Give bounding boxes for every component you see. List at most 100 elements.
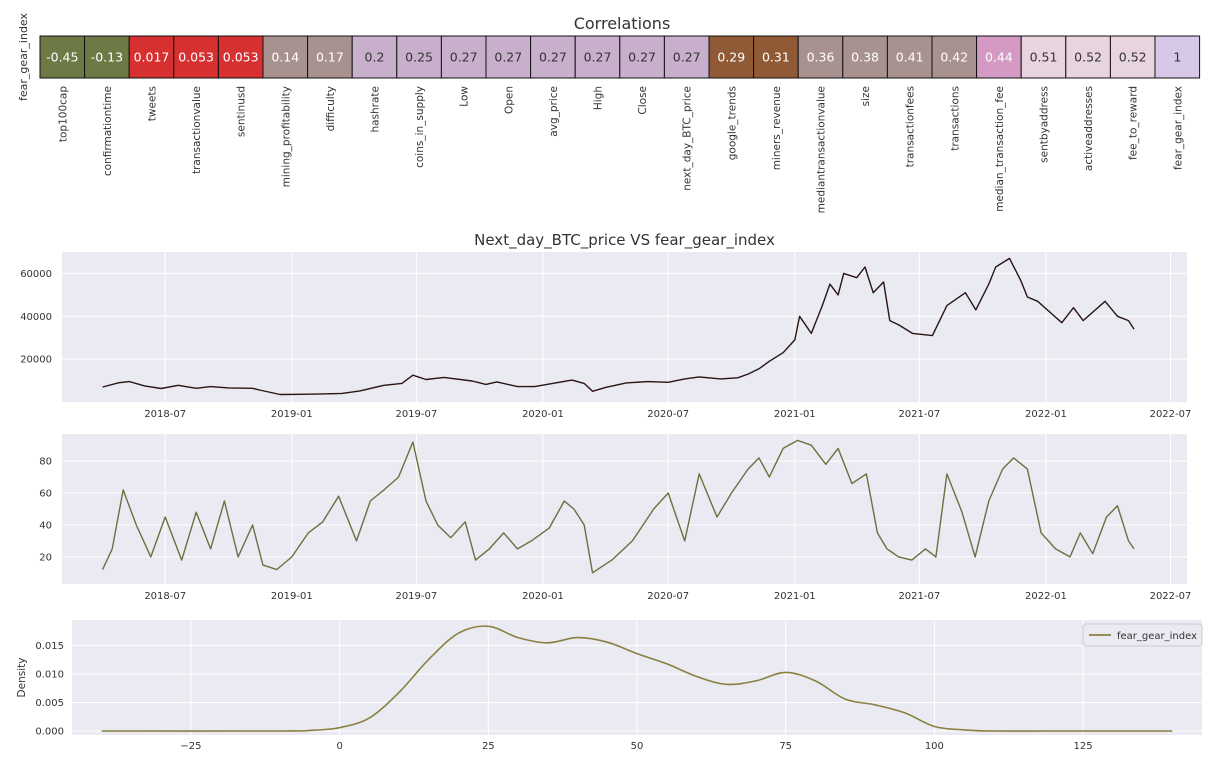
- heatmap-column-label: Close: [637, 86, 649, 115]
- x-tick-label: 50: [631, 741, 644, 752]
- x-tick-label: 2022-01: [1025, 409, 1067, 420]
- y-tick-label: 60000: [20, 269, 52, 280]
- legend-box: [1082, 623, 1203, 647]
- heatmap-cell-label: 0.25: [405, 50, 433, 65]
- heatmap-cell-label: -0.45: [46, 50, 78, 65]
- heatmap-column-label: difficulty: [325, 86, 337, 131]
- y-tick-label: 0.005: [35, 698, 64, 709]
- heatmap-cell: [753, 35, 799, 79]
- x-tick-label: 2022-07: [1150, 409, 1192, 420]
- heatmap-cell-label: 0.41: [896, 50, 924, 65]
- x-tick-label: 25: [482, 741, 495, 752]
- heatmap-column-label: transactionvalue: [191, 86, 203, 174]
- heatmap-cell: [530, 35, 576, 79]
- heatmap-column-label: median_transaction_fee: [994, 86, 1006, 212]
- heatmap-cell-label: 0.27: [539, 50, 567, 65]
- heatmap-cell: [39, 35, 86, 79]
- heatmap-cell-label: 0.51: [1030, 50, 1058, 65]
- heatmap-cell: [1020, 35, 1067, 79]
- heatmap-column-label: Open: [503, 86, 515, 114]
- density-line: [101, 625, 1173, 732]
- y-tick-label: 60: [39, 489, 52, 500]
- x-tick-label: 2018-07: [144, 591, 186, 602]
- heatmap-cell-label: 0.44: [985, 50, 1013, 65]
- heatmap-column-label: top100cap: [57, 86, 69, 142]
- heatmap-cell-label: 0.29: [717, 50, 745, 65]
- heatmap-cell-label: 0.36: [807, 50, 835, 65]
- x-tick-label: 2019-07: [395, 591, 437, 602]
- heatmap-column-label: coins_in_supply: [414, 86, 426, 168]
- heatmap-cell-label: 0.27: [673, 50, 701, 65]
- heatmap-cell: [931, 35, 978, 79]
- x-tick-label: 100: [925, 741, 944, 752]
- heatmap-cell-label: -0.13: [91, 50, 123, 65]
- heatmap-column-label: avg_price: [548, 86, 560, 137]
- heatmap-column-label: mining_profitability: [280, 86, 292, 187]
- heatmap-cell-label: 0.053: [178, 50, 214, 65]
- y-tick-label: 20000: [20, 355, 52, 366]
- x-tick-label: 2018-07: [144, 409, 186, 420]
- heatmap-cell: [262, 35, 309, 79]
- heatmap-column-label: activeaddresses: [1083, 86, 1095, 171]
- heatmap-title: Correlations: [574, 14, 671, 33]
- heatmap-cell-label: 0.38: [851, 50, 879, 65]
- heatmap-cell-label: 0.053: [223, 50, 259, 65]
- heatmap-column-label: sentinusd: [236, 86, 248, 137]
- x-tick-label: 2020-07: [647, 591, 689, 602]
- heatmap-cell-label: 1: [1173, 50, 1181, 65]
- x-tick-label: 2021-01: [774, 591, 816, 602]
- x-tick-label: 75: [779, 741, 792, 752]
- x-tick-label: 2021-07: [898, 409, 940, 420]
- heatmap-column-label: tweets: [147, 86, 159, 121]
- y-tick-label: 20: [39, 552, 52, 563]
- heatmap-cell: [1154, 35, 1201, 79]
- heatmap-cell-label: 0.2: [365, 50, 385, 65]
- x-tick-label: 2022-07: [1150, 591, 1192, 602]
- y-tick-label: 80: [39, 457, 52, 468]
- heatmap-column-label: Low: [459, 86, 471, 107]
- heatmap-cell-label: 0.14: [271, 50, 299, 65]
- heatmap-cell: [84, 35, 130, 79]
- chart-title: Next_day_BTC_price VS fear_gear_index: [474, 231, 775, 250]
- heatmap-cell-label: 0.42: [940, 50, 968, 65]
- heatmap-column-label: next_day_BTC_price: [682, 86, 694, 191]
- heatmap-cell: [708, 35, 755, 79]
- legend-label: fear_gear_index: [1117, 631, 1197, 642]
- x-tick-label: 2020-07: [647, 409, 689, 420]
- heatmap-cell: [351, 35, 398, 79]
- heatmap-row-label: fear_gear_index: [17, 13, 30, 102]
- heatmap-column-label: fee_to_reward: [1128, 86, 1140, 160]
- heatmap-column-label: transactions: [949, 86, 961, 151]
- heatmap-column-label: hashrate: [370, 86, 382, 133]
- heatmap-column-label: confirmationtime: [102, 86, 114, 176]
- x-tick-label: 2021-07: [898, 591, 940, 602]
- series-line: [101, 439, 1135, 574]
- y-tick-label: 0.010: [35, 670, 64, 681]
- heatmap-cell: [619, 35, 665, 79]
- x-tick-label: −25: [180, 741, 201, 752]
- heatmap-cell: [797, 35, 844, 79]
- heatmap-cell: [217, 35, 264, 79]
- heatmap-cell-label: 0.31: [762, 50, 790, 65]
- x-tick-label: 2019-01: [271, 409, 313, 420]
- heatmap-column-label: size: [860, 86, 872, 106]
- heatmap-cell: [842, 35, 888, 79]
- heatmap-column-label: miners_revenue: [771, 86, 783, 170]
- heatmap-cell-label: 0.17: [316, 50, 344, 65]
- heatmap-column-label: fear_gear_index: [1172, 86, 1184, 170]
- heatmap-cell: [128, 35, 175, 79]
- y-tick-label: 40: [39, 520, 52, 531]
- heatmap-cell: [396, 35, 442, 79]
- heatmap-cell: [574, 35, 621, 79]
- series-line: [102, 257, 1135, 396]
- heatmap-cell-label: 0.27: [494, 50, 522, 65]
- heatmap-cell-label: 0.27: [450, 50, 478, 65]
- y-tick-label: 0.015: [35, 641, 64, 652]
- heatmap-cell: [976, 35, 1022, 79]
- heatmap-column-label: sentbyaddress: [1039, 86, 1051, 163]
- x-tick-label: 2019-01: [271, 591, 313, 602]
- heatmap-cell-label: 0.27: [628, 50, 656, 65]
- x-tick-label: 2020-01: [522, 409, 564, 420]
- heatmap-cell: [1109, 35, 1156, 79]
